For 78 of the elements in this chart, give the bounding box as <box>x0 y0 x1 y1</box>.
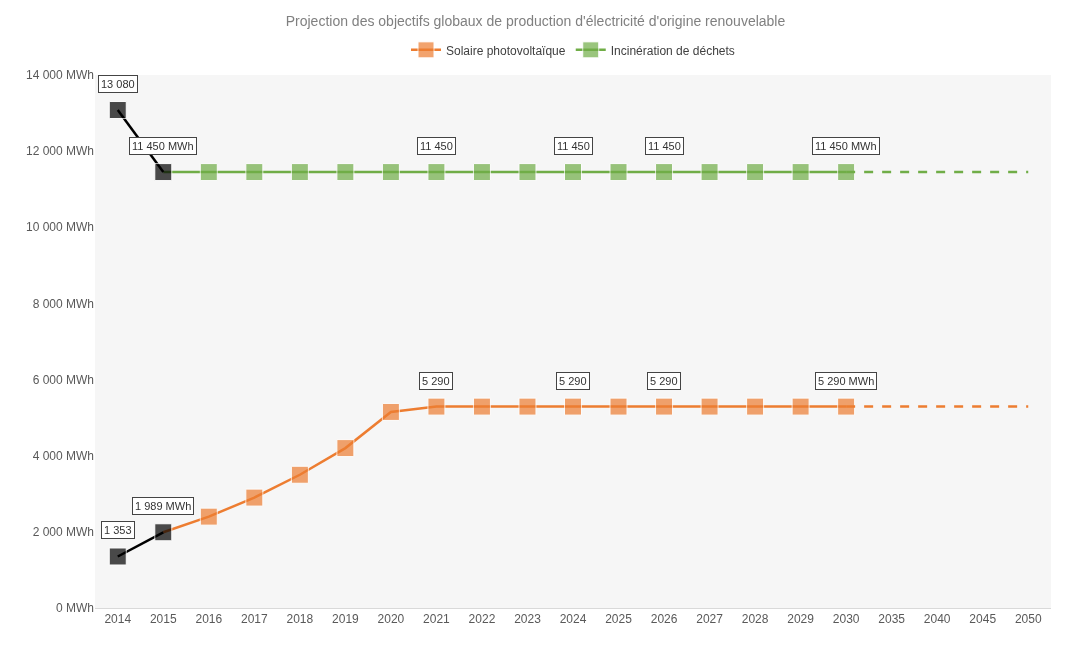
point <box>427 397 446 416</box>
annotation: 5 290 <box>650 375 678 387</box>
x-tick-label: 2017 <box>240 612 268 627</box>
x-tick-label: 2025 <box>605 612 633 627</box>
point <box>655 163 674 182</box>
point <box>108 547 127 566</box>
point <box>472 163 491 182</box>
point <box>472 397 491 416</box>
point <box>245 488 264 507</box>
point <box>336 439 355 458</box>
point <box>746 163 765 182</box>
point <box>427 163 446 182</box>
x-tick-label: 2050 <box>1014 612 1042 627</box>
annotation: 5 290 <box>559 375 587 387</box>
x-tick-label: 2027 <box>696 612 724 627</box>
point <box>746 397 765 416</box>
point <box>154 163 173 182</box>
point <box>564 397 582 416</box>
annotation: 13 080 <box>101 78 135 90</box>
x-tick-label: 2015 <box>149 612 177 627</box>
y-tick-label: 12 000 MWh <box>25 144 94 159</box>
x-tick-label: 2014 <box>104 612 132 627</box>
point <box>154 523 173 542</box>
x-tick-label: 2021 <box>423 612 451 627</box>
y-tick-label: 4 000 MWh <box>32 448 94 463</box>
x-tick-label: 2026 <box>650 612 678 627</box>
point <box>564 163 582 182</box>
y-tick-label: 10 000 MWh <box>25 220 94 235</box>
x-tick-label: 2019 <box>332 612 360 627</box>
annotation: 11 450 <box>648 140 681 152</box>
point <box>199 163 218 182</box>
annotation: 11 450 MWh <box>132 140 194 152</box>
y-tick-label: 14 000 MWh <box>25 68 94 83</box>
annotation: 11 450 <box>420 140 453 152</box>
x-tick-label: 2018 <box>286 612 314 627</box>
x-tick-label: 2020 <box>377 612 405 627</box>
point <box>199 507 218 526</box>
point <box>700 163 719 182</box>
point <box>381 163 400 182</box>
point <box>609 397 628 416</box>
point <box>609 163 628 182</box>
point <box>336 163 355 182</box>
point <box>245 163 264 182</box>
y-tick-label: 6 000 MWh <box>32 372 94 387</box>
point <box>290 465 309 484</box>
point <box>381 402 400 421</box>
x-tick-label: 2029 <box>787 612 815 627</box>
point <box>655 397 674 416</box>
chart-title: Projection des objectifs globaux de production d'électricité d'origine renouvelable <box>285 13 786 29</box>
x-tick-label: 2016 <box>195 612 223 627</box>
annotation: 11 450 <box>557 140 590 152</box>
x-tick-label: 2030 <box>832 612 860 627</box>
x-tick-label: 2022 <box>468 612 496 627</box>
point <box>791 163 810 182</box>
annotation: 5 290 MWh <box>818 375 875 387</box>
point <box>837 163 856 182</box>
y-tick-label: 8 000 MWh <box>32 296 94 311</box>
x-tick-label: 2024 <box>559 612 587 627</box>
x-tick-label: 2040 <box>923 612 951 627</box>
annotation: 5 290 <box>422 375 450 387</box>
legend-label: Incinération de déchets <box>610 43 735 58</box>
x-tick-label: 2045 <box>969 612 997 627</box>
point <box>837 397 856 416</box>
x-tick-label: 2035 <box>878 612 906 627</box>
point <box>518 397 537 416</box>
x-tick-label: 2023 <box>514 612 542 627</box>
point <box>290 163 309 182</box>
x-tick-label: 2028 <box>741 612 769 627</box>
annotation: 1 353 <box>104 524 132 536</box>
annotation: 11 450 MWh <box>815 140 877 152</box>
point <box>791 397 810 416</box>
legend-label: Solaire photovoltaïque <box>446 43 566 58</box>
point <box>518 163 537 182</box>
point <box>700 397 719 416</box>
y-tick-label: 2 000 MWh <box>32 525 94 540</box>
point <box>108 101 127 120</box>
y-tick-label: 0 MWh <box>55 601 94 616</box>
annotation: 1 989 MWh <box>135 500 192 512</box>
